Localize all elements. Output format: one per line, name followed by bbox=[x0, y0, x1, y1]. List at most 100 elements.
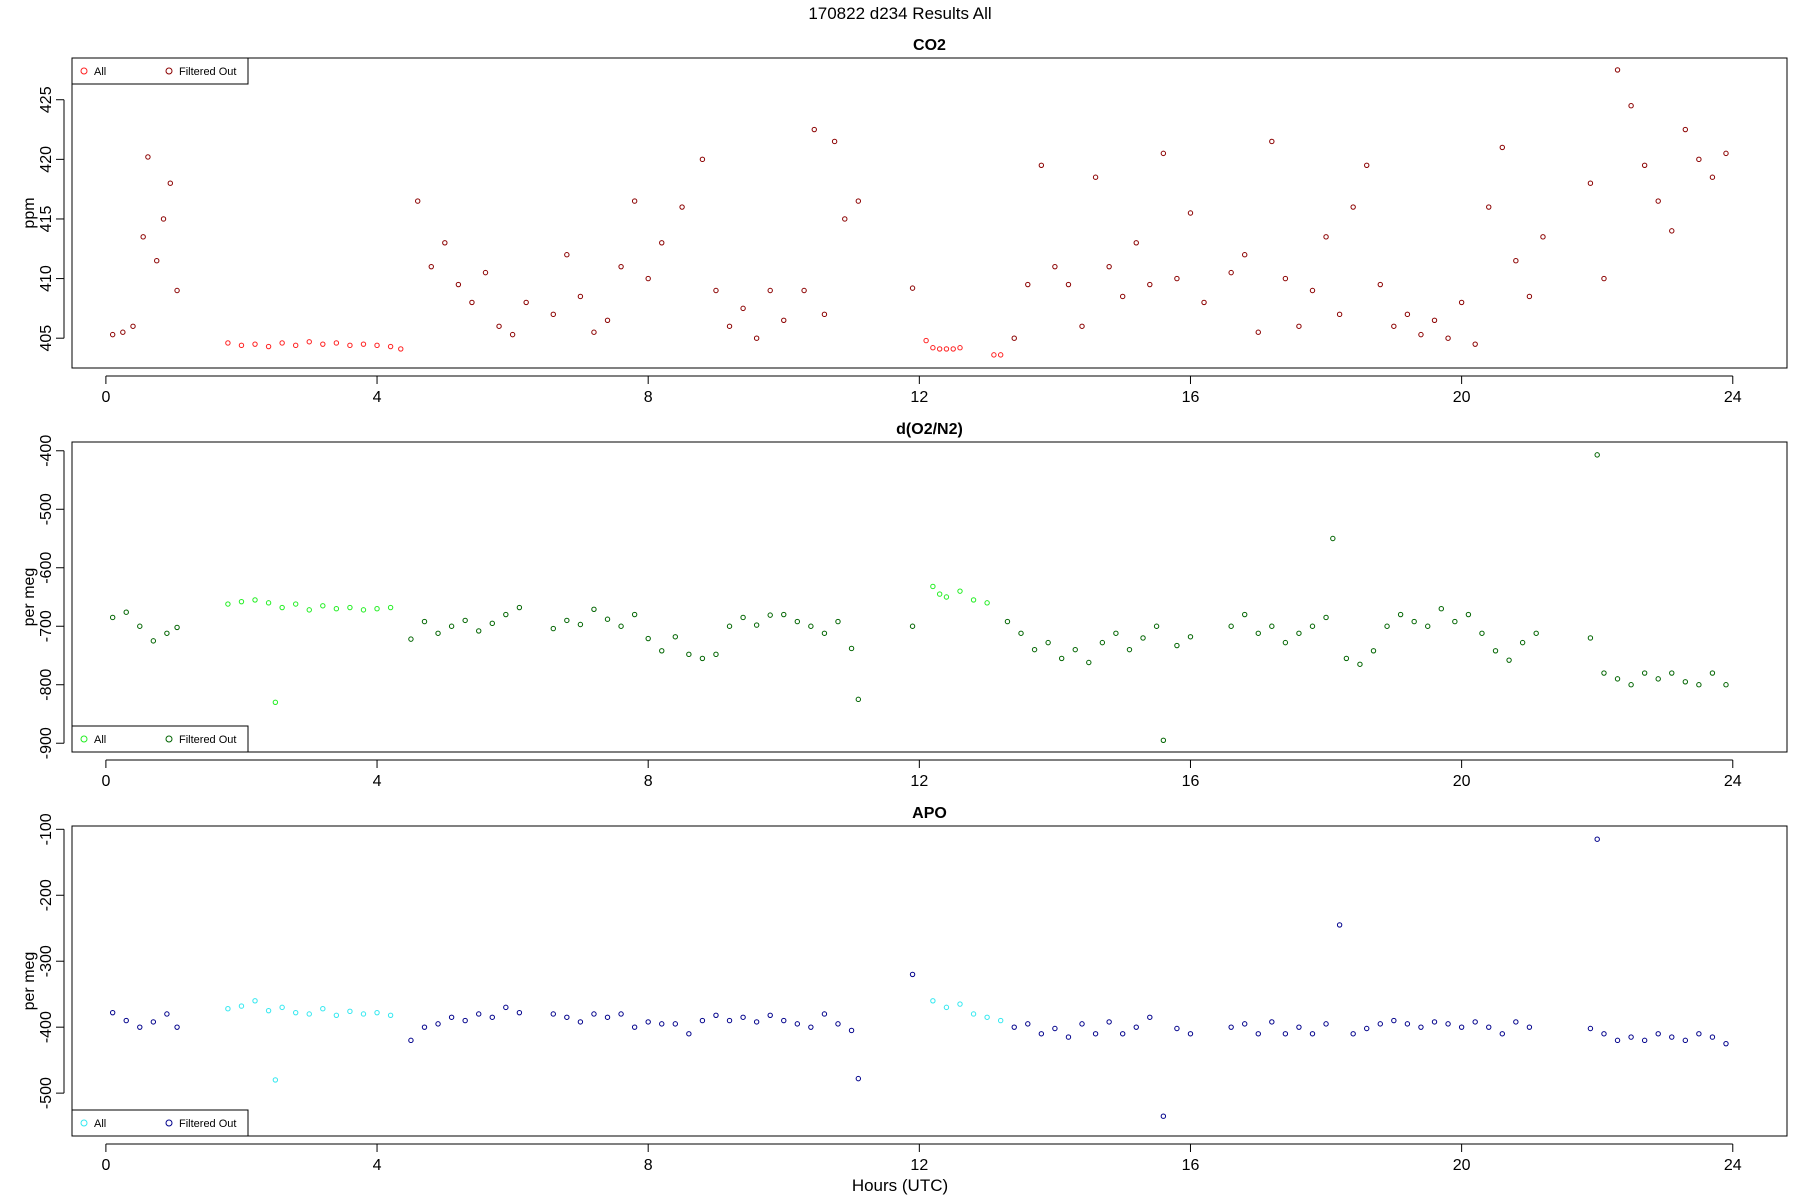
data-point bbox=[1669, 1034, 1675, 1040]
data-point bbox=[469, 299, 475, 306]
data-point bbox=[1187, 210, 1194, 216]
legend-box bbox=[71, 57, 249, 85]
data-point bbox=[1458, 299, 1465, 306]
y-tick-label: -900 bbox=[38, 727, 55, 759]
data-point bbox=[238, 342, 245, 349]
data-point bbox=[1486, 204, 1492, 210]
series-all bbox=[225, 998, 1004, 1083]
data-point bbox=[957, 588, 963, 594]
data-point bbox=[1445, 1021, 1451, 1027]
x-tick-label: 0 bbox=[101, 1157, 110, 1174]
x-tick-label: 8 bbox=[644, 1157, 653, 1174]
data-point bbox=[930, 583, 936, 590]
data-point bbox=[137, 623, 143, 629]
data-point bbox=[835, 618, 841, 625]
data-point bbox=[943, 594, 950, 600]
data-point bbox=[1614, 676, 1621, 682]
x-axis-label: Hours (UTC) bbox=[852, 1176, 948, 1195]
data-point bbox=[442, 240, 448, 246]
data-point bbox=[174, 624, 180, 631]
data-point bbox=[1377, 281, 1383, 288]
data-point bbox=[1682, 679, 1689, 685]
data-point bbox=[1242, 1021, 1248, 1027]
y-tick-label: -500 bbox=[38, 1077, 55, 1109]
data-point bbox=[1526, 293, 1533, 300]
data-point bbox=[1092, 1031, 1099, 1037]
data-point bbox=[1174, 275, 1180, 282]
data-point bbox=[808, 1024, 814, 1030]
data-point bbox=[577, 293, 584, 300]
data-point bbox=[1052, 263, 1058, 270]
data-point bbox=[1506, 657, 1512, 663]
x-tick-label: 0 bbox=[101, 389, 110, 406]
data-point bbox=[347, 342, 353, 349]
data-point bbox=[1696, 1031, 1702, 1037]
data-point bbox=[1011, 335, 1017, 341]
legend-marker bbox=[165, 67, 173, 75]
data-point bbox=[1391, 323, 1397, 329]
data-point bbox=[415, 198, 421, 204]
data-point bbox=[448, 1014, 455, 1020]
data-point bbox=[435, 1021, 441, 1027]
data-point bbox=[1709, 670, 1716, 676]
data-point bbox=[1682, 126, 1689, 133]
data-point bbox=[347, 604, 353, 611]
data-point bbox=[428, 263, 434, 270]
data-point bbox=[1255, 329, 1261, 335]
data-point bbox=[1655, 198, 1661, 204]
data-point bbox=[1350, 1031, 1356, 1037]
data-point bbox=[1492, 648, 1499, 654]
data-point bbox=[1343, 655, 1350, 662]
data-point bbox=[489, 1014, 495, 1020]
data-point bbox=[292, 342, 299, 349]
x-tick-label: 4 bbox=[373, 1157, 382, 1174]
data-point bbox=[1153, 623, 1160, 629]
data-point bbox=[1058, 655, 1065, 662]
data-point bbox=[154, 257, 160, 264]
data-point bbox=[374, 605, 380, 612]
data-point bbox=[591, 1011, 597, 1017]
data-point bbox=[1147, 281, 1153, 288]
data-point bbox=[855, 696, 862, 703]
data-point bbox=[699, 156, 706, 163]
data-point bbox=[930, 998, 936, 1004]
data-point bbox=[462, 617, 468, 624]
x-tick-label: 4 bbox=[373, 773, 382, 790]
data-point bbox=[618, 623, 624, 629]
data-point bbox=[333, 605, 340, 612]
data-point bbox=[1045, 639, 1051, 646]
y-tick-label: 415 bbox=[38, 206, 55, 233]
data-point bbox=[455, 281, 462, 288]
data-point bbox=[1025, 281, 1031, 288]
data-point bbox=[1519, 639, 1526, 646]
data-point bbox=[659, 1021, 665, 1027]
legend-label: Filtered Out bbox=[179, 1118, 236, 1130]
data-point bbox=[1587, 180, 1594, 186]
y-tick-label: -700 bbox=[38, 610, 55, 642]
data-point bbox=[1330, 535, 1336, 542]
data-point bbox=[1282, 275, 1289, 282]
data-point bbox=[1594, 452, 1600, 458]
data-point bbox=[1147, 1014, 1153, 1020]
data-point bbox=[726, 323, 733, 329]
data-point bbox=[1513, 257, 1519, 264]
data-point bbox=[1723, 1040, 1729, 1047]
data-point bbox=[957, 345, 963, 351]
data-point bbox=[1126, 646, 1133, 653]
y-axis-label: per meg bbox=[21, 952, 38, 1011]
data-point bbox=[503, 1004, 509, 1011]
x-tick-label: 8 bbox=[644, 773, 653, 790]
data-point bbox=[591, 606, 597, 612]
data-point bbox=[387, 343, 394, 350]
data-point bbox=[252, 341, 258, 347]
data-point bbox=[1655, 676, 1661, 682]
data-point bbox=[811, 126, 817, 133]
data-point bbox=[659, 240, 665, 246]
data-point bbox=[130, 323, 136, 329]
data-point bbox=[1479, 630, 1485, 636]
data-point bbox=[1533, 630, 1539, 636]
data-point bbox=[516, 604, 523, 611]
data-point bbox=[550, 625, 556, 632]
data-point bbox=[174, 287, 180, 294]
data-point bbox=[1336, 922, 1343, 928]
